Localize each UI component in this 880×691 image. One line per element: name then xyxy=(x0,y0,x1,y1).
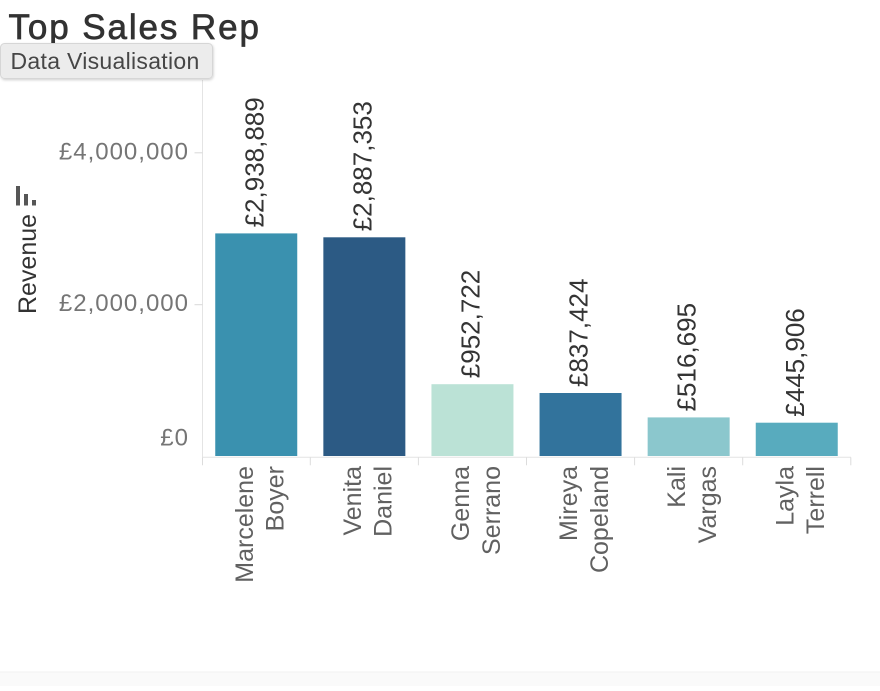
svg-text:£4,000,000: £4,000,000 xyxy=(59,138,189,165)
svg-text:Copeland: Copeland xyxy=(586,466,614,573)
svg-text:Marcelene: Marcelene xyxy=(231,466,259,583)
svg-text:Terrell: Terrell xyxy=(802,466,830,534)
svg-text:Mireya: Mireya xyxy=(555,466,583,541)
svg-text:Top Sales Rep: Top Sales Rep xyxy=(9,8,261,47)
svg-text:£0: £0 xyxy=(160,425,189,452)
svg-text:Boyer: Boyer xyxy=(262,466,290,531)
svg-text:£2,887,353: £2,887,353 xyxy=(347,101,377,231)
svg-text:Vargas: Vargas xyxy=(694,466,722,543)
svg-text:£2,938,889: £2,938,889 xyxy=(239,97,269,227)
svg-text:Daniel: Daniel xyxy=(370,466,398,537)
svg-text:Venita: Venita xyxy=(339,466,367,536)
svg-text:Genna: Genna xyxy=(447,466,475,541)
svg-text:Layla: Layla xyxy=(771,466,799,526)
svg-text:£952,722: £952,722 xyxy=(455,270,485,378)
svg-text:£837,424: £837,424 xyxy=(564,279,594,387)
svg-text:Data Visualisation: Data Visualisation xyxy=(11,48,200,74)
svg-text:£445,906: £445,906 xyxy=(780,308,810,416)
svg-text:£2,000,000: £2,000,000 xyxy=(59,290,189,317)
svg-text:£516,695: £516,695 xyxy=(672,303,702,411)
svg-text:Kali: Kali xyxy=(663,466,691,508)
svg-text:Serrano: Serrano xyxy=(478,466,506,555)
svg-text:Revenue: Revenue xyxy=(14,214,42,314)
